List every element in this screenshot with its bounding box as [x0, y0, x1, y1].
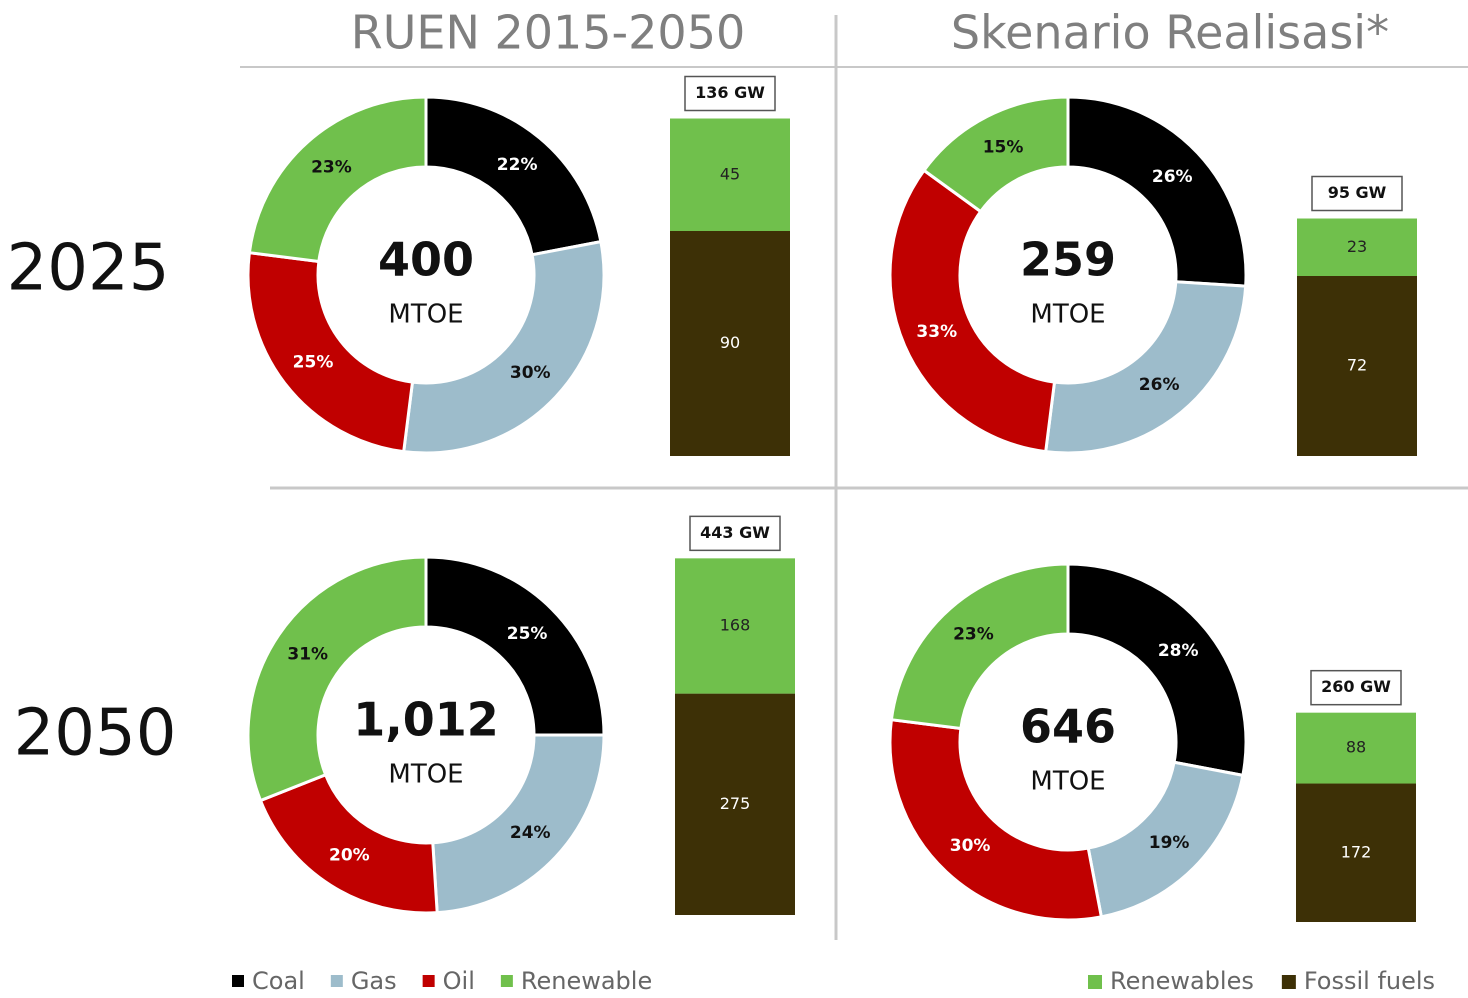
- value-label: 26%: [1152, 167, 1193, 187]
- legend-swatch: [1281, 975, 1296, 989]
- value-label: 30%: [510, 363, 551, 383]
- center-unit: MTOE: [1030, 300, 1105, 330]
- value-label: 15%: [983, 138, 1024, 158]
- legend-swatch: [500, 975, 513, 987]
- legend-swatch: [330, 975, 343, 987]
- bar-segment: [670, 118, 790, 231]
- center-value: 1,012: [353, 693, 499, 747]
- total-box: [684, 75, 776, 112]
- bar-segment: [1297, 218, 1417, 276]
- legend-swatch: [232, 975, 244, 987]
- legend-label: Renewables: [1110, 967, 1254, 994]
- total-label: 95 GW: [1328, 183, 1387, 202]
- value-label: 25%: [293, 353, 334, 373]
- value-label: 20%: [329, 846, 370, 866]
- total-label: 136 GW: [695, 83, 765, 102]
- value-label: 24%: [510, 823, 551, 843]
- donut-wedge: [246, 251, 415, 454]
- bar-segment: [675, 558, 795, 694]
- donut-wedge: [1086, 760, 1245, 919]
- total-box: [1310, 669, 1402, 706]
- value-label: 30%: [950, 836, 991, 856]
- total-box: [1311, 175, 1403, 212]
- center-value: 259: [1020, 233, 1116, 287]
- total-label: 443 GW: [700, 523, 770, 542]
- value-label: 25%: [507, 624, 548, 644]
- total-label: 260 GW: [1321, 677, 1391, 696]
- value-label: 23: [1347, 237, 1367, 256]
- total-box: [689, 515, 781, 552]
- center-unit: MTOE: [1030, 767, 1105, 797]
- value-label: 19%: [1149, 833, 1190, 853]
- donut-wedge: [246, 555, 428, 803]
- donut-wedge: [424, 95, 603, 257]
- value-label: 26%: [1139, 375, 1180, 395]
- donut-wedge: [921, 95, 1070, 214]
- value-label: 168: [720, 615, 751, 634]
- center-value: 646: [1020, 700, 1116, 754]
- donut-wedge: [247, 95, 428, 264]
- legend-label: Fossil fuels: [1304, 967, 1435, 994]
- value-label: 23%: [311, 158, 352, 178]
- donut-wedge: [258, 772, 439, 915]
- column-title: Skenario Realisasi*: [951, 6, 1389, 60]
- value-label: 31%: [287, 645, 328, 665]
- legend-label: Coal: [252, 967, 305, 994]
- donut-wedge: [1066, 562, 1248, 778]
- value-label: 172: [1341, 842, 1372, 861]
- center-unit: MTOE: [388, 300, 463, 330]
- value-label: 28%: [1158, 641, 1199, 661]
- donut-wedge: [889, 562, 1070, 731]
- donut-wedge: [888, 718, 1104, 922]
- center-unit: MTOE: [388, 760, 463, 790]
- value-label: 88: [1346, 738, 1366, 757]
- legend-label: Gas: [351, 967, 397, 994]
- donut-wedge: [431, 733, 606, 915]
- donut-wedge: [1044, 280, 1248, 455]
- bar-segment: [1296, 712, 1416, 784]
- donut-wedge: [424, 555, 606, 737]
- donut-wedge: [402, 239, 606, 455]
- bar-segment: [1296, 783, 1416, 922]
- value-label: 33%: [916, 322, 957, 342]
- center-value: 400: [378, 233, 474, 287]
- donut-wedge: [1066, 95, 1248, 288]
- value-label: 22%: [497, 155, 538, 175]
- value-label: 72: [1347, 356, 1367, 375]
- legend-swatch: [1088, 975, 1102, 989]
- value-label: 23%: [953, 625, 994, 645]
- bar-segment: [670, 231, 790, 456]
- legend-swatch: [422, 975, 435, 987]
- legend-label: Renewable: [521, 967, 652, 994]
- bar-segment: [675, 693, 795, 915]
- bar-segment: [1297, 276, 1417, 456]
- value-label: 45: [720, 164, 740, 183]
- legend-label: Oil: [443, 967, 475, 994]
- donut-wedge: [888, 168, 1057, 454]
- row-title: 2025: [7, 232, 170, 306]
- row-title: 2050: [14, 697, 177, 771]
- column-title: RUEN 2015-2050: [351, 6, 745, 60]
- value-label: 90: [720, 333, 740, 352]
- value-label: 275: [720, 794, 751, 813]
